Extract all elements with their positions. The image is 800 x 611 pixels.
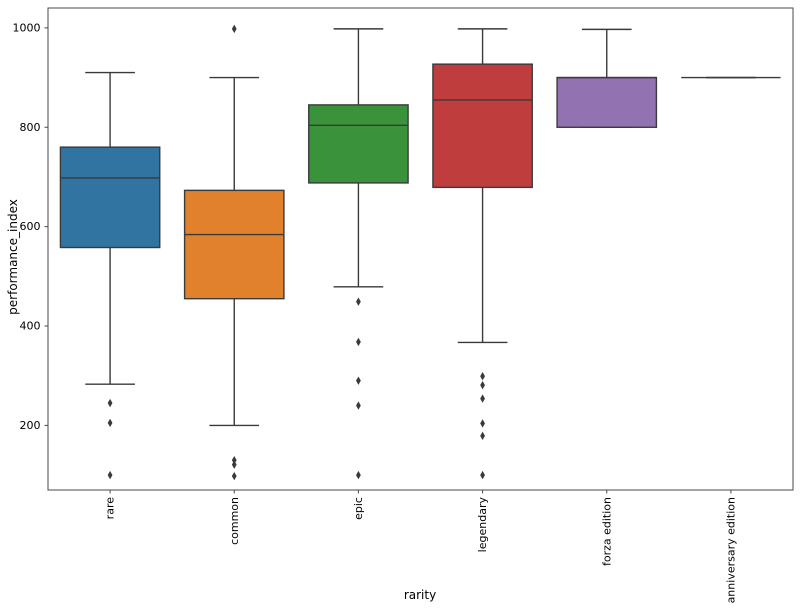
box-common xyxy=(183,189,285,300)
outlier-marker xyxy=(356,401,361,410)
plot-spines xyxy=(47,7,794,491)
outlier-marker xyxy=(231,460,237,469)
x-tick-label: legendary xyxy=(476,497,489,553)
box-legendary xyxy=(432,63,533,189)
y-tick-label: 200 xyxy=(20,419,41,432)
box-epic xyxy=(308,104,409,184)
outlier-marker xyxy=(231,24,237,34)
y-tick-label: 600 xyxy=(20,220,41,233)
outlier-marker xyxy=(107,398,113,408)
outlier-marker xyxy=(356,470,361,480)
y-tick-label: 400 xyxy=(20,320,41,333)
y-tick-label: 800 xyxy=(20,121,41,134)
outlier-marker xyxy=(480,380,485,390)
outlier-marker xyxy=(107,470,113,480)
outlier-marker xyxy=(480,372,485,381)
outlier-marker xyxy=(480,419,485,428)
outlier-marker xyxy=(480,394,485,403)
x-tick-label: rare xyxy=(104,497,117,520)
y-axis-label: performance_index xyxy=(6,199,20,315)
x-axis-label: rarity xyxy=(403,588,437,602)
outlier-marker xyxy=(231,471,237,481)
outlier-marker xyxy=(356,376,361,385)
outlier-marker xyxy=(356,337,361,347)
x-tick-label: epic xyxy=(352,497,365,520)
outlier-marker xyxy=(231,455,237,465)
x-tick-label: anniversary edition xyxy=(724,497,737,603)
x-tick-label: common xyxy=(228,497,241,545)
outlier-marker xyxy=(480,470,485,480)
box-forza-edition xyxy=(556,76,658,128)
x-tick-label: forza edition xyxy=(600,497,613,566)
outlier-marker xyxy=(356,297,361,306)
box-rare xyxy=(59,146,161,249)
outlier-marker xyxy=(107,418,113,428)
y-tick-label: 1000 xyxy=(13,21,41,34)
outlier-marker xyxy=(480,431,485,441)
